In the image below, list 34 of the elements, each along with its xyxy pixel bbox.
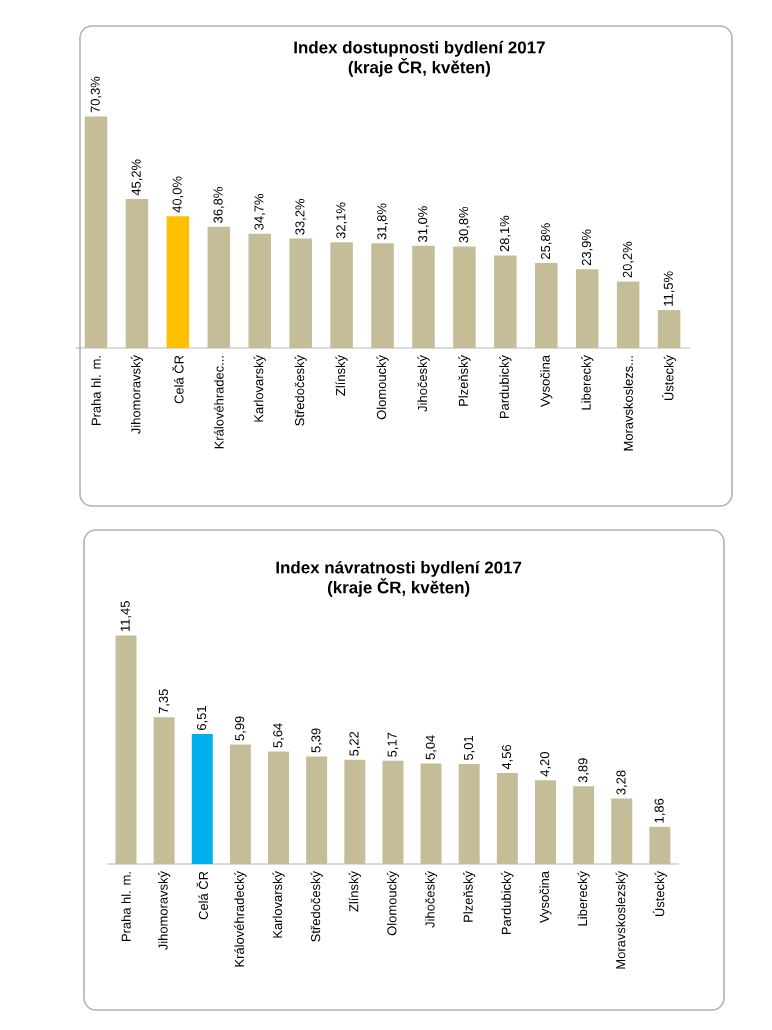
bar [289, 238, 312, 348]
bar [458, 763, 480, 864]
bar [371, 243, 394, 348]
bar [125, 199, 149, 348]
bar [153, 717, 175, 864]
bar [573, 786, 595, 864]
bar [330, 242, 353, 348]
bar [191, 734, 213, 864]
chart-subtitle: (kraje ČR, květen) [327, 578, 470, 597]
bar [575, 269, 599, 348]
bar [496, 772, 518, 864]
bar [166, 216, 190, 348]
chart-subtitle: (kraje ČR, květen) [348, 58, 491, 77]
chart-title: Index návratnosti bydlení 2017 [276, 560, 522, 577]
bar [268, 751, 290, 864]
bar [344, 759, 366, 864]
bar [207, 226, 231, 348]
bar [535, 262, 558, 348]
bar [494, 255, 517, 348]
bar [382, 760, 404, 864]
bar [229, 744, 251, 864]
bar [248, 233, 271, 348]
bar [534, 780, 556, 864]
bar [412, 245, 435, 348]
bar [420, 763, 442, 864]
bar [657, 310, 681, 348]
bar [115, 635, 137, 864]
bar [306, 756, 328, 864]
bar [453, 246, 476, 348]
bar [84, 116, 108, 348]
chart-title: Index dostupnosti bydlení 2017 [294, 40, 545, 57]
bar [611, 798, 633, 864]
bar [649, 826, 671, 864]
bar [616, 281, 640, 348]
